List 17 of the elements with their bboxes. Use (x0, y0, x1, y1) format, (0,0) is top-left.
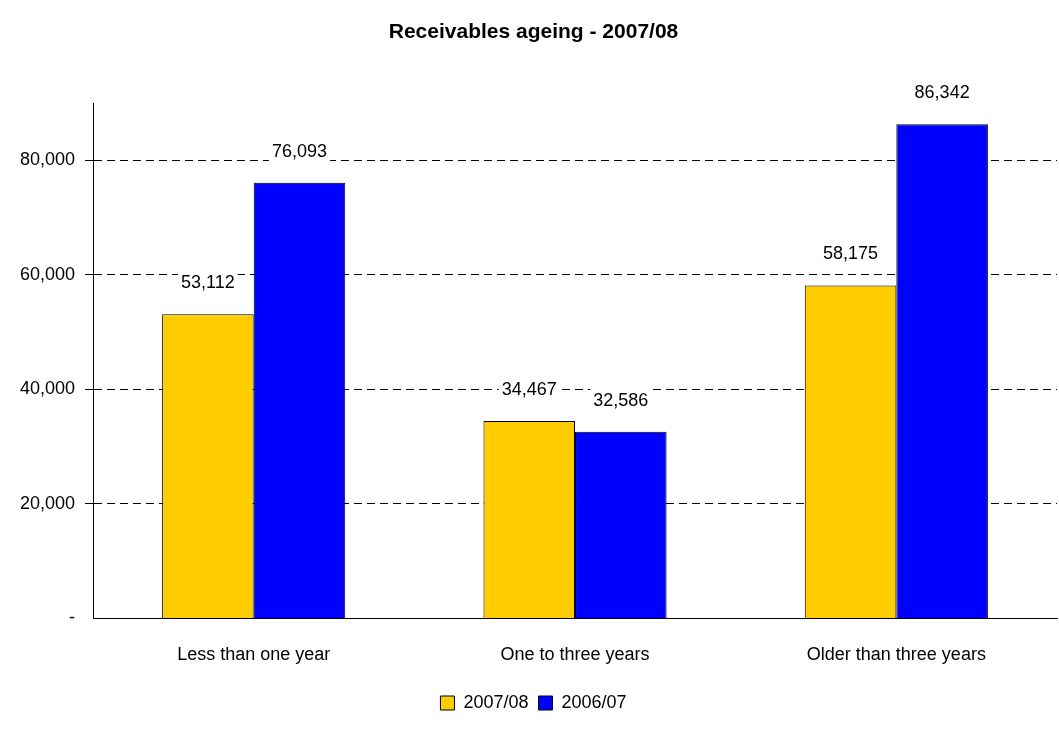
data-label: 34,467 (501, 379, 557, 400)
x-tick-label: One to three years (500, 644, 650, 665)
data-label: 32,586 (593, 389, 649, 410)
legend-label: 2006/07 (561, 691, 627, 712)
data-label: 86,342 (914, 82, 970, 103)
data-label: 76,093 (271, 140, 328, 161)
legend-label: 2007/08 (463, 691, 529, 712)
y-tick-label: 40,000 (19, 378, 76, 399)
y-tick-label: 20,000 (19, 492, 76, 513)
data-label: 58,175 (823, 243, 879, 264)
y-tick-label: - (69, 607, 76, 628)
x-tick-label: Older than three years (806, 644, 986, 665)
y-tick-label: 80,000 (19, 149, 76, 170)
y-tick-label: 60,000 (19, 263, 76, 284)
data-label: 53,112 (181, 272, 235, 293)
x-tick-label: Less than one year (177, 644, 331, 665)
chart-title: Receivables ageing - 2007/08 (388, 19, 679, 43)
